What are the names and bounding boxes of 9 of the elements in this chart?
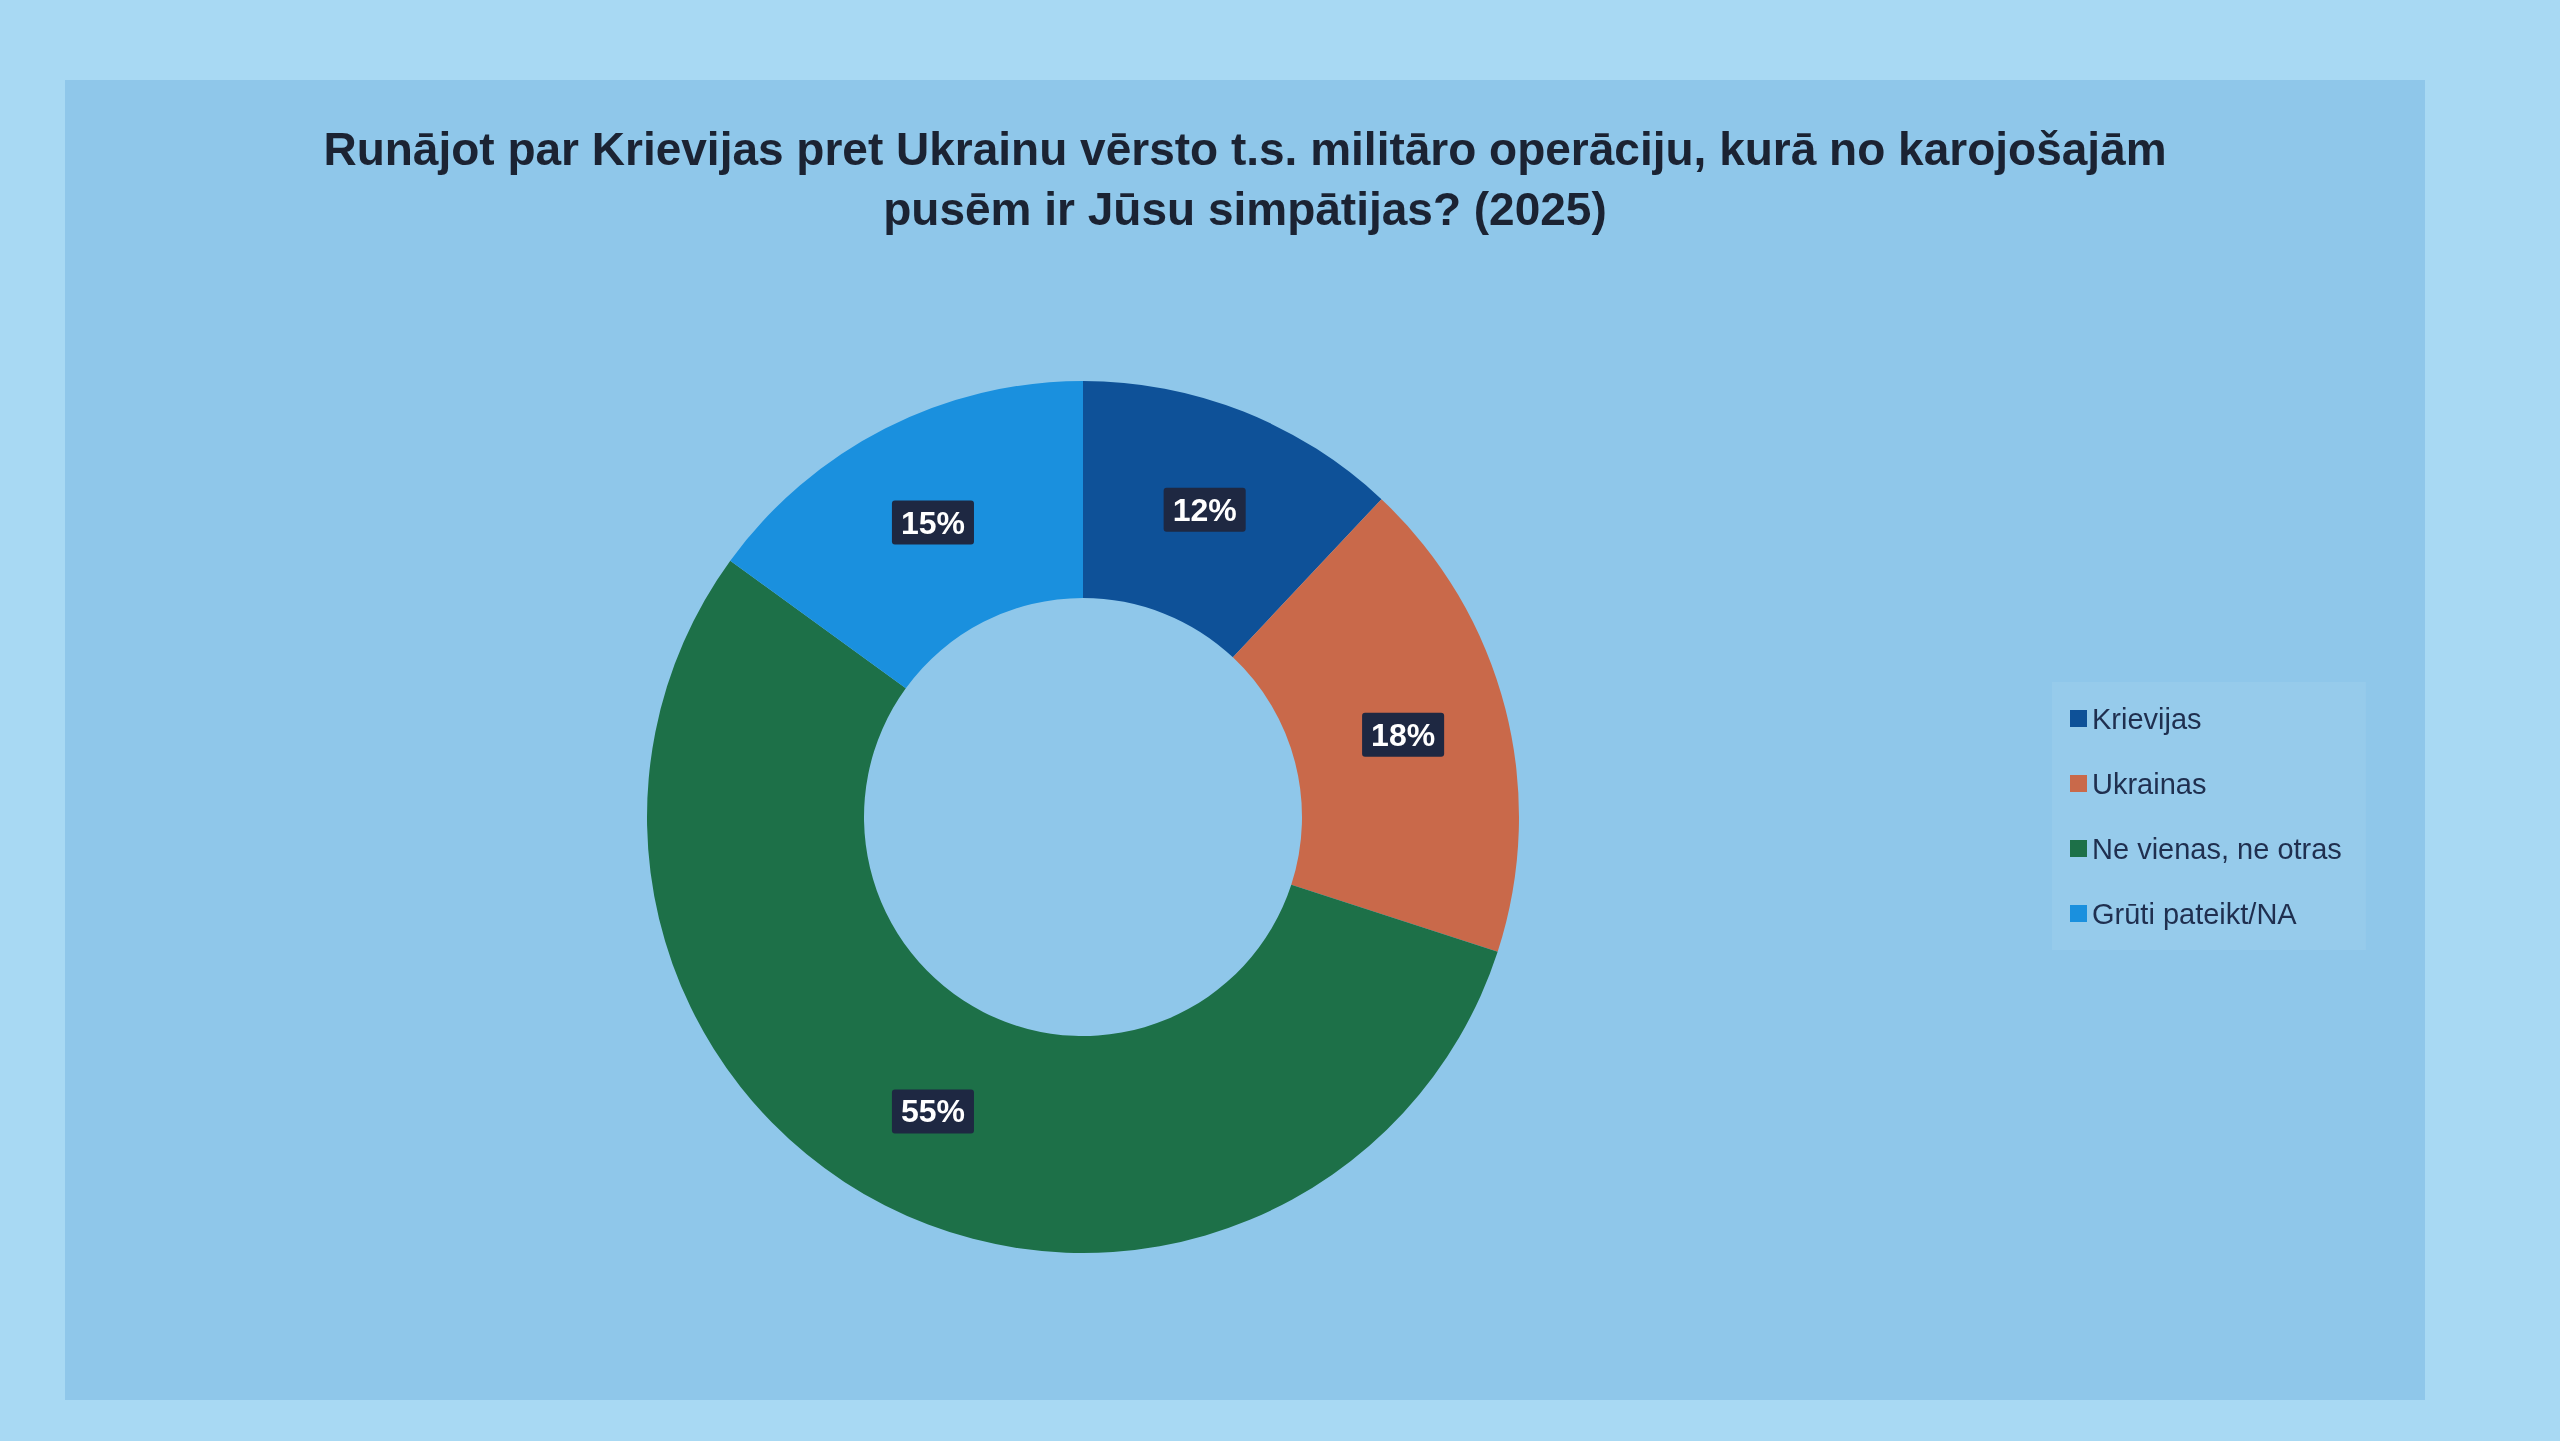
legend-label: Grūti pateikt/NA [2092, 897, 2298, 930]
data-label: 15% [900, 504, 965, 541]
chart-title: Runājot par Krievijas pret Ukrainu vērsto t.s. militāro operāciju, kurā no karojošajām pusēm ir Jūsu simpātijas? (2025) [323, 123, 2167, 235]
legend-label: Ukrainas [2092, 767, 2207, 800]
data-label: 12% [1172, 491, 1237, 528]
legend-label: Krievijas [2092, 702, 2202, 735]
data-label: 55% [900, 1093, 965, 1130]
legend-label: Ne vienas, ne otras [2092, 832, 2342, 865]
data-label: 18% [1371, 716, 1436, 753]
